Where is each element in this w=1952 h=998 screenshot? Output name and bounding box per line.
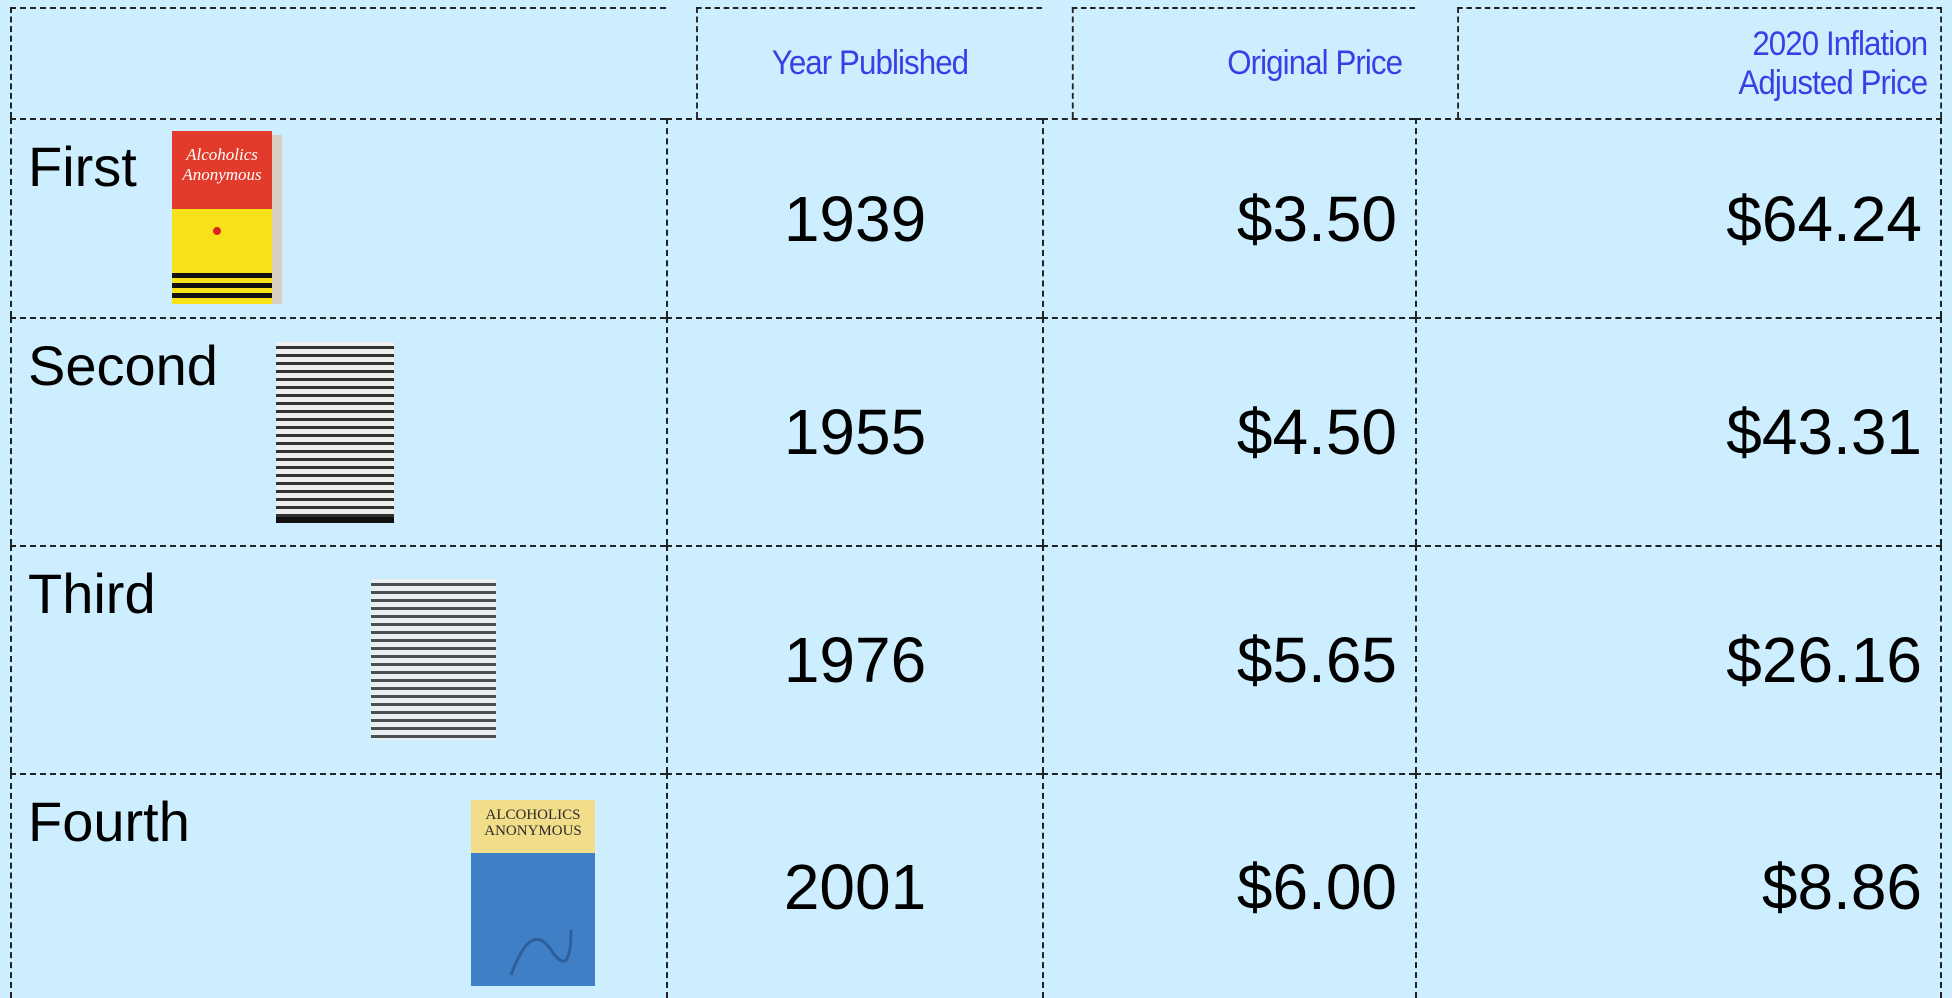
book-cover-third bbox=[371, 579, 496, 740]
edition-cell: Fourth bbox=[10, 773, 666, 998]
adjusted-price-cell: $43.31 bbox=[1415, 317, 1942, 545]
cell-text: First bbox=[28, 135, 137, 198]
year-cell: 2001 bbox=[666, 773, 1042, 998]
cell-text: 1976 bbox=[783, 624, 927, 696]
cell-text: Second bbox=[28, 334, 218, 397]
cell-text: 2001 bbox=[783, 850, 927, 923]
edition-cell: First bbox=[10, 118, 666, 317]
header-text: 2020 Inflation Adjusted Price bbox=[1738, 25, 1928, 102]
header-empty bbox=[10, 7, 666, 118]
header-year: Year Published bbox=[696, 7, 1042, 118]
cell-text: 1939 bbox=[783, 182, 927, 255]
cover-title: ALCOHOLICS ANONYMOUS bbox=[484, 808, 582, 839]
cell-text: $3.50 bbox=[1236, 182, 1397, 255]
cell-text: $6.00 bbox=[1236, 850, 1397, 923]
cell-text: Third bbox=[28, 562, 156, 625]
cell-text: $5.65 bbox=[1236, 624, 1397, 696]
header-original: Original Price bbox=[1071, 7, 1415, 118]
header-text: Year Published bbox=[771, 44, 969, 82]
book-cover-first: Alcoholics Anonymous bbox=[172, 131, 282, 304]
cell-text: Fourth bbox=[28, 790, 190, 853]
header-adjusted: 2020 Inflation Adjusted Price bbox=[1457, 7, 1942, 118]
original-price-cell: $6.00 bbox=[1042, 773, 1415, 998]
cell-text: $4.50 bbox=[1236, 396, 1397, 468]
original-price-cell: $3.50 bbox=[1042, 118, 1415, 317]
cell-text: $43.31 bbox=[1726, 396, 1922, 468]
year-cell: 1976 bbox=[666, 545, 1042, 773]
year-cell: 1955 bbox=[666, 317, 1042, 545]
editions-table: Year Published Original Price 2020 Infla… bbox=[10, 7, 1942, 998]
edition-cell: Second bbox=[10, 317, 666, 545]
cell-text: $26.16 bbox=[1726, 624, 1922, 696]
original-price-cell: $5.65 bbox=[1042, 545, 1415, 773]
edition-cell: Third bbox=[10, 545, 666, 773]
cell-text: $8.86 bbox=[1761, 850, 1922, 923]
cover-title: Alcoholics Anonymous bbox=[182, 145, 262, 185]
cell-text: 1955 bbox=[783, 396, 927, 468]
adjusted-price-cell: $64.24 bbox=[1415, 118, 1942, 317]
book-cover-second bbox=[276, 342, 394, 523]
book-cover-fourth: ALCOHOLICS ANONYMOUS bbox=[471, 800, 595, 986]
adjusted-price-cell: $8.86 bbox=[1415, 773, 1942, 998]
year-cell: 1939 bbox=[666, 118, 1042, 317]
adjusted-price-cell: $26.16 bbox=[1415, 545, 1942, 773]
original-price-cell: $4.50 bbox=[1042, 317, 1415, 545]
header-text: Original Price bbox=[1227, 44, 1403, 82]
cell-text: $64.24 bbox=[1726, 182, 1922, 255]
